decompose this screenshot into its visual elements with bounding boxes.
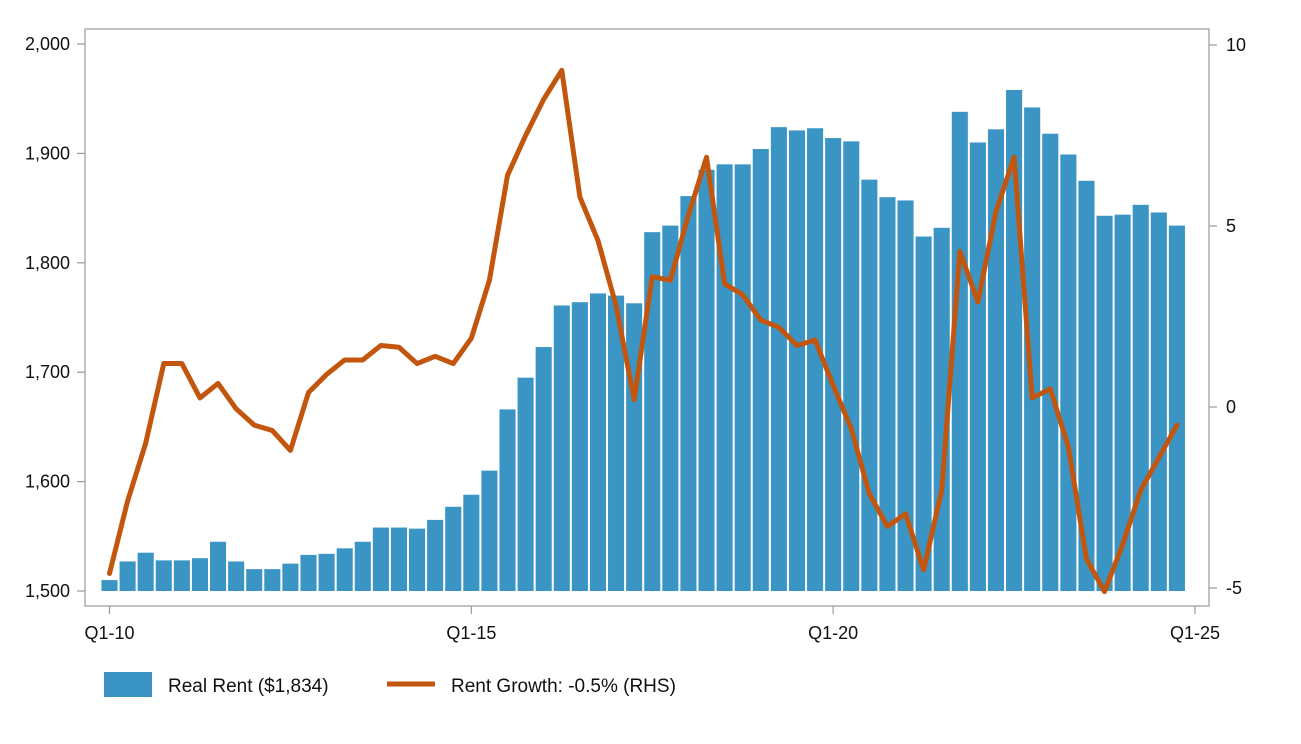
x-tick-label: Q1-25 [1170, 623, 1220, 643]
rent-bar [173, 560, 190, 591]
rent-bar [1114, 214, 1131, 591]
axes-layer: 1,500 1,600 1,700 1,800 1,900 2,000 -5 0 5 10 Q1-1… [25, 34, 1246, 643]
rent-bar [445, 506, 462, 591]
rent-bar [246, 569, 263, 591]
rent-bar [770, 127, 787, 591]
rent-bar [698, 169, 715, 591]
rent-bar [897, 200, 914, 591]
y-right-tick-label: 10 [1226, 35, 1246, 55]
rent-bar [1024, 107, 1041, 591]
rent-bar [608, 295, 625, 591]
rent-bar [680, 196, 697, 591]
legend-bars-label: Real Rent ($1,834) [168, 676, 329, 697]
rent-bar [1132, 204, 1149, 591]
rent-bar [861, 179, 878, 591]
legend-bars-swatch [104, 672, 152, 697]
rent-bar [1042, 133, 1059, 591]
rent-bar [752, 149, 769, 591]
rent-bar [662, 225, 679, 591]
rent-bar [535, 347, 552, 591]
rent-bar [951, 111, 968, 591]
line-layer [107, 67, 1180, 595]
rent-bar [282, 563, 299, 591]
rent-bar [1096, 215, 1113, 591]
y-left-tick-label: 1,600 [25, 472, 70, 492]
rent-growth-line [107, 67, 1180, 595]
rent-bar [318, 553, 335, 591]
rent-bar [825, 138, 842, 591]
y-left-tick-label: 1,700 [25, 362, 70, 382]
rent-bar [264, 569, 281, 591]
plot-frame [84, 28, 1210, 607]
rent-bar [553, 305, 570, 591]
y-right-tick-label: 0 [1226, 397, 1236, 417]
rent-bar [228, 561, 245, 591]
rent-bar [734, 164, 751, 591]
rent-bar [1078, 180, 1095, 591]
rent-bar [1060, 154, 1077, 592]
legend-line-label: Rent Growth: -0.5% (RHS) [451, 676, 676, 697]
rent-bar [101, 580, 118, 591]
rent-bar [372, 527, 389, 591]
rent-bar [427, 519, 444, 591]
x-tick-label: Q1-10 [84, 623, 134, 643]
y-right-tick-label: 5 [1226, 216, 1236, 236]
rent-bar [571, 302, 588, 591]
rent-bar [499, 409, 516, 591]
x-tick-label: Q1-20 [808, 623, 858, 643]
legend: Real Rent ($1,834) Rent Growth: -0.5% (R… [104, 672, 676, 697]
x-tick-label: Q1-15 [446, 623, 496, 643]
rent-bar [969, 142, 986, 591]
rent-bar [210, 541, 227, 591]
rent-bar [915, 236, 932, 592]
rent-bar [191, 558, 208, 591]
rent-bar [879, 197, 896, 591]
rent-bar [1168, 225, 1185, 591]
rent-bar [155, 560, 172, 591]
rent-bar [336, 548, 353, 591]
y-right-tick-label: -5 [1226, 578, 1242, 598]
rent-bar [788, 130, 806, 591]
rent-bar [390, 527, 408, 591]
rent-bar [517, 377, 534, 591]
rent-bar [137, 552, 154, 591]
y-left-tick-label: 1,500 [25, 581, 70, 601]
rent-bar [1150, 212, 1167, 592]
rent-bar [987, 129, 1005, 591]
rent-bar [354, 541, 371, 591]
rent-bar [119, 561, 136, 591]
rent-bar [300, 554, 317, 591]
y-left-tick-label: 2,000 [25, 34, 70, 54]
rent-bar [463, 494, 480, 591]
rent-bar [843, 141, 860, 591]
y-left-tick-label: 1,800 [25, 253, 70, 273]
y-left-tick-label: 1,900 [25, 143, 70, 163]
rent-bar [409, 528, 426, 591]
rent-bar [807, 128, 824, 592]
rent-bar [644, 232, 661, 592]
rent-bar [589, 293, 607, 591]
rent-bar [481, 470, 498, 591]
